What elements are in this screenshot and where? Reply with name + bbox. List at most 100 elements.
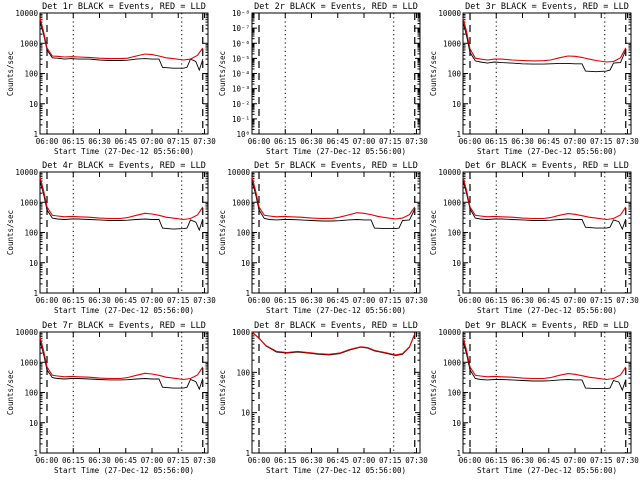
x-tick-label: 06:15 — [485, 296, 508, 305]
y-tick-label: 10⁻⁶ — [232, 39, 250, 48]
x-tick-label: 06:15 — [274, 137, 297, 146]
y-tick-label: 10⁻⁸ — [232, 9, 250, 18]
detector-panel: Det 7r BLACK = Events, RED = LLD 1 10 100 10… — [6, 321, 216, 475]
x-tick-label: 06:45 — [326, 456, 349, 465]
y-tick-label: 10000 — [227, 168, 250, 177]
y-tick-label: 100 — [236, 368, 250, 377]
y-tick-label: 1000 — [443, 198, 462, 207]
detector-panel: Det 6r BLACK = Events, RED = LLD 1 10 100 10… — [429, 161, 639, 315]
y-tick-label: 10000 — [438, 9, 461, 18]
plot-frame — [251, 331, 421, 454]
x-axis-label: Start Time (27-Dec-12 05:56:00) — [266, 466, 406, 475]
series-events — [462, 180, 627, 231]
x-tick-label: 07:15 — [167, 456, 190, 465]
panel-title: Det 7r BLACK = Events, RED = LLD — [42, 321, 206, 331]
y-tick-label: 10⁻³ — [232, 85, 250, 94]
x-tick-label: 06:45 — [114, 296, 137, 305]
x-tick-label: 07:15 — [379, 296, 402, 305]
y-tick-label: 1 — [456, 289, 461, 298]
x-tick-label: 06:30 — [511, 137, 534, 146]
series-events — [39, 180, 204, 232]
x-tick-label: 06:15 — [62, 296, 85, 305]
panel-title: Det 6r BLACK = Events, RED = LLD — [465, 161, 629, 171]
y-tick-label: 100 — [447, 389, 461, 398]
series-lld — [462, 176, 627, 221]
x-tick-label: 07:15 — [590, 296, 613, 305]
x-tick-label: 07:00 — [353, 456, 376, 465]
series-lld — [462, 336, 627, 381]
plot-frame — [462, 12, 632, 135]
x-axis-label: Start Time (27-Dec-12 05:56:00) — [54, 147, 194, 156]
x-tick-label: 06:00 — [248, 296, 271, 305]
plot-frame — [462, 331, 632, 454]
y-tick-label: 1000 — [20, 39, 39, 48]
y-tick-label: 100 — [24, 229, 38, 238]
x-tick-label: 06:45 — [326, 137, 349, 146]
x-tick-label: 07:30 — [405, 456, 428, 465]
x-tick-label: 06:15 — [274, 296, 297, 305]
panel-title: Det 2r BLACK = Events, RED = LLD — [254, 2, 418, 12]
x-tick-label: 07:00 — [564, 296, 587, 305]
y-tick-label: 1000 — [443, 39, 462, 48]
x-tick-label: 07:15 — [167, 296, 190, 305]
x-tick-label: 06:00 — [36, 137, 59, 146]
x-tick-label: 06:15 — [62, 137, 85, 146]
x-tick-label: 06:15 — [62, 456, 85, 465]
x-tick-label: 07:30 — [405, 137, 428, 146]
detector-panel: Det 1r BLACK = Events, RED = LLD 1 10 100 10… — [6, 2, 216, 156]
x-tick-label: 06:45 — [537, 456, 560, 465]
x-axis-label: Start Time (27-Dec-12 05:56:00) — [54, 306, 194, 315]
y-tick-label: 100 — [24, 389, 38, 398]
x-axis-label: Start Time (27-Dec-12 05:56:00) — [266, 147, 406, 156]
y-tick-label: 10 — [241, 259, 251, 268]
y-tick-label: 1000 — [232, 328, 251, 337]
y-tick-label: 1000 — [443, 358, 462, 367]
y-tick-label: 10000 — [15, 9, 38, 18]
panel-title: Det 3r BLACK = Events, RED = LLD — [465, 2, 629, 12]
y-axis-label: Counts/sec — [6, 370, 15, 415]
x-tick-label: 06:00 — [459, 456, 482, 465]
series-lld — [251, 176, 416, 220]
y-axis-label: Counts/sec — [218, 370, 227, 415]
x-tick-label: 07:15 — [590, 456, 613, 465]
x-tick-label: 06:00 — [36, 296, 59, 305]
series-lld — [39, 17, 204, 61]
x-tick-label: 06:45 — [114, 456, 137, 465]
x-tick-label: 07:00 — [141, 296, 164, 305]
y-tick-label: 10⁰ — [236, 130, 250, 139]
y-tick-label: 10 — [29, 259, 39, 268]
x-tick-label: 07:00 — [141, 137, 164, 146]
detector-panel: Det 2r BLACK = Events, RED = LLD 10⁰ 10⁻¹ 1… — [218, 2, 428, 156]
y-tick-label: 10000 — [438, 328, 461, 337]
y-tick-label: 100 — [447, 229, 461, 238]
x-tick-label: 07:30 — [616, 296, 639, 305]
x-tick-label: 07:00 — [353, 296, 376, 305]
y-tick-label: 10 — [29, 419, 39, 428]
x-tick-label: 06:45 — [326, 296, 349, 305]
plot-frame — [39, 12, 209, 135]
series-events — [251, 331, 416, 357]
y-tick-label: 1 — [33, 130, 38, 139]
x-tick-label: 07:00 — [353, 137, 376, 146]
y-axis-label: Counts/sec — [429, 210, 438, 255]
x-tick-label: 06:45 — [537, 137, 560, 146]
y-tick-label: 1 — [456, 130, 461, 139]
x-tick-label: 07:00 — [564, 137, 587, 146]
x-axis-label: Start Time (27-Dec-12 05:56:00) — [477, 306, 617, 315]
x-axis-label: Start Time (27-Dec-12 05:56:00) — [477, 147, 617, 156]
x-tick-label: 06:30 — [88, 296, 111, 305]
series-lld — [39, 336, 204, 381]
y-tick-label: 1000 — [232, 198, 251, 207]
y-axis-label: Counts/sec — [218, 210, 227, 255]
x-tick-label: 07:30 — [405, 296, 428, 305]
panel-title: Det 8r BLACK = Events, RED = LLD — [254, 321, 418, 331]
panel-title: Det 9r BLACK = Events, RED = LLD — [465, 321, 629, 331]
y-axis-label: Counts/sec — [218, 51, 227, 96]
x-axis-label: Start Time (27-Dec-12 05:56:00) — [54, 466, 194, 475]
x-tick-label: 06:45 — [114, 137, 137, 146]
detector-panel: Det 5r BLACK = Events, RED = LLD 1 10 100 10… — [218, 161, 428, 315]
x-tick-label: 07:30 — [616, 137, 639, 146]
x-tick-label: 07:15 — [167, 137, 190, 146]
y-tick-label: 10⁻¹ — [232, 115, 250, 124]
